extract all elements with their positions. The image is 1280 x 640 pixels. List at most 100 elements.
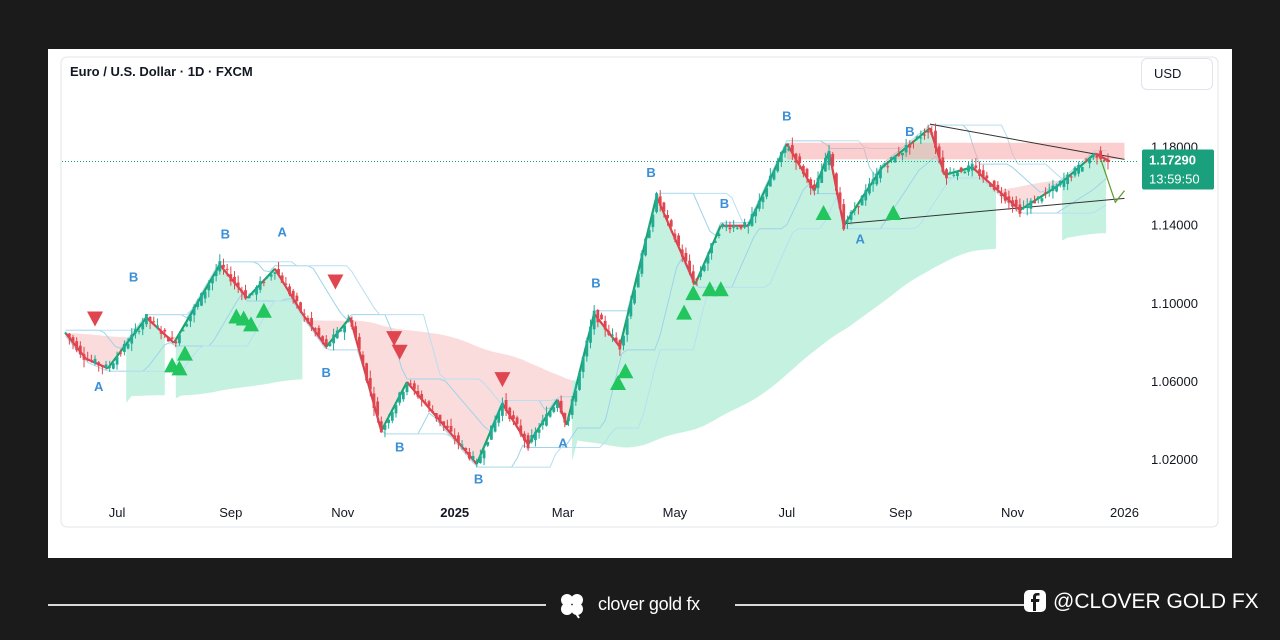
candle-body (534, 431, 537, 441)
facebook-icon[interactable] (1024, 590, 1046, 612)
candle-body (607, 331, 611, 335)
candle-body (295, 295, 299, 302)
candle-body (776, 162, 780, 172)
candle-body (1106, 160, 1110, 163)
candle-body (589, 326, 592, 343)
candle-body (849, 211, 853, 220)
candle-body (871, 179, 875, 185)
candle-body (1073, 167, 1077, 176)
candle-body (647, 229, 651, 238)
candle-body (838, 192, 842, 209)
candle-body (996, 184, 1000, 190)
candle-body (757, 200, 761, 209)
wave-segment (380, 381, 408, 432)
candle-body (508, 407, 512, 420)
candle-body (504, 400, 508, 411)
y-tick-label: 1.02000 (1151, 452, 1198, 467)
candle-body (75, 341, 79, 351)
candle-body (482, 450, 486, 459)
candle-body (119, 352, 123, 354)
candle-body (478, 456, 482, 464)
candle-body (486, 441, 490, 446)
candle-body (790, 144, 794, 154)
candle-body (365, 363, 369, 381)
candle-body (519, 425, 523, 435)
candle-body (651, 214, 655, 228)
candle-body (185, 324, 189, 327)
candle-body (167, 337, 170, 342)
sell-signal-marker (386, 331, 403, 347)
candle-body (1084, 160, 1088, 162)
candle-body (1036, 196, 1040, 199)
candle-body (842, 204, 846, 230)
candle-body (269, 274, 273, 277)
candle-body (581, 356, 585, 372)
candle-body (754, 208, 758, 217)
candle-body (288, 286, 291, 295)
wave-label: B (221, 226, 230, 241)
candle-body (130, 334, 134, 344)
candle-body (684, 252, 688, 262)
x-tick-label: Jul (109, 505, 126, 520)
buy-signal-marker (243, 316, 260, 332)
candle-body (493, 420, 497, 432)
candle-body (1077, 164, 1081, 174)
candle-body (765, 187, 769, 197)
countdown-timer: 13:59:50 (1149, 171, 1200, 186)
candle-body (578, 373, 581, 390)
candle-body (904, 145, 908, 153)
candle-body (229, 274, 233, 282)
x-tick-label: Nov (1001, 505, 1025, 520)
candle-body (611, 334, 614, 336)
social-handle[interactable]: @CLOVER GOLD FX (1053, 590, 1259, 613)
buy-signal-marker (255, 302, 272, 318)
candle-body (967, 165, 970, 172)
candle-body (662, 202, 666, 212)
x-tick-label: Sep (889, 505, 912, 520)
buy-signal-marker (815, 205, 832, 221)
candle-body (600, 314, 603, 320)
candle-body (915, 136, 919, 139)
candle-body (442, 421, 446, 425)
currency-selector[interactable]: USD (1141, 58, 1213, 90)
candle-body (1099, 150, 1103, 160)
candle-body (537, 429, 541, 433)
candle-body (1058, 181, 1062, 186)
candle-body (222, 264, 225, 268)
wave-segment (106, 316, 148, 370)
candle-body (890, 157, 893, 160)
candle-body (875, 173, 879, 185)
candle-body (706, 255, 710, 264)
candle-body (713, 240, 717, 243)
candle-body (710, 243, 714, 254)
candle-body (427, 401, 431, 407)
candle-body (974, 165, 978, 168)
candle-body (207, 284, 211, 291)
candle-body (115, 356, 119, 365)
candle-body (912, 140, 915, 142)
candle-body (394, 404, 398, 414)
candle-body (901, 152, 904, 156)
candle-body (383, 424, 387, 430)
candle-body (945, 169, 948, 179)
candle-body (644, 238, 647, 256)
sell-signal-marker (494, 372, 511, 388)
candle-body (104, 364, 108, 368)
candle-body (93, 358, 97, 364)
symbol-title: Euro / U.S. Dollar · 1D · FXCM (70, 64, 253, 79)
candle-body (603, 320, 607, 330)
buy-signal-marker (701, 281, 718, 297)
candle-body (82, 354, 86, 360)
candle-body (937, 146, 941, 158)
candle-body (379, 421, 383, 433)
candle-body (108, 366, 112, 368)
candle-body (251, 292, 255, 294)
candle-body (1069, 176, 1073, 178)
candle-body (735, 227, 739, 229)
wave-label: A (94, 379, 104, 394)
candle-body (831, 153, 835, 167)
candle-body (453, 435, 457, 440)
wave-label: A (856, 231, 866, 246)
candle-body (783, 146, 787, 153)
